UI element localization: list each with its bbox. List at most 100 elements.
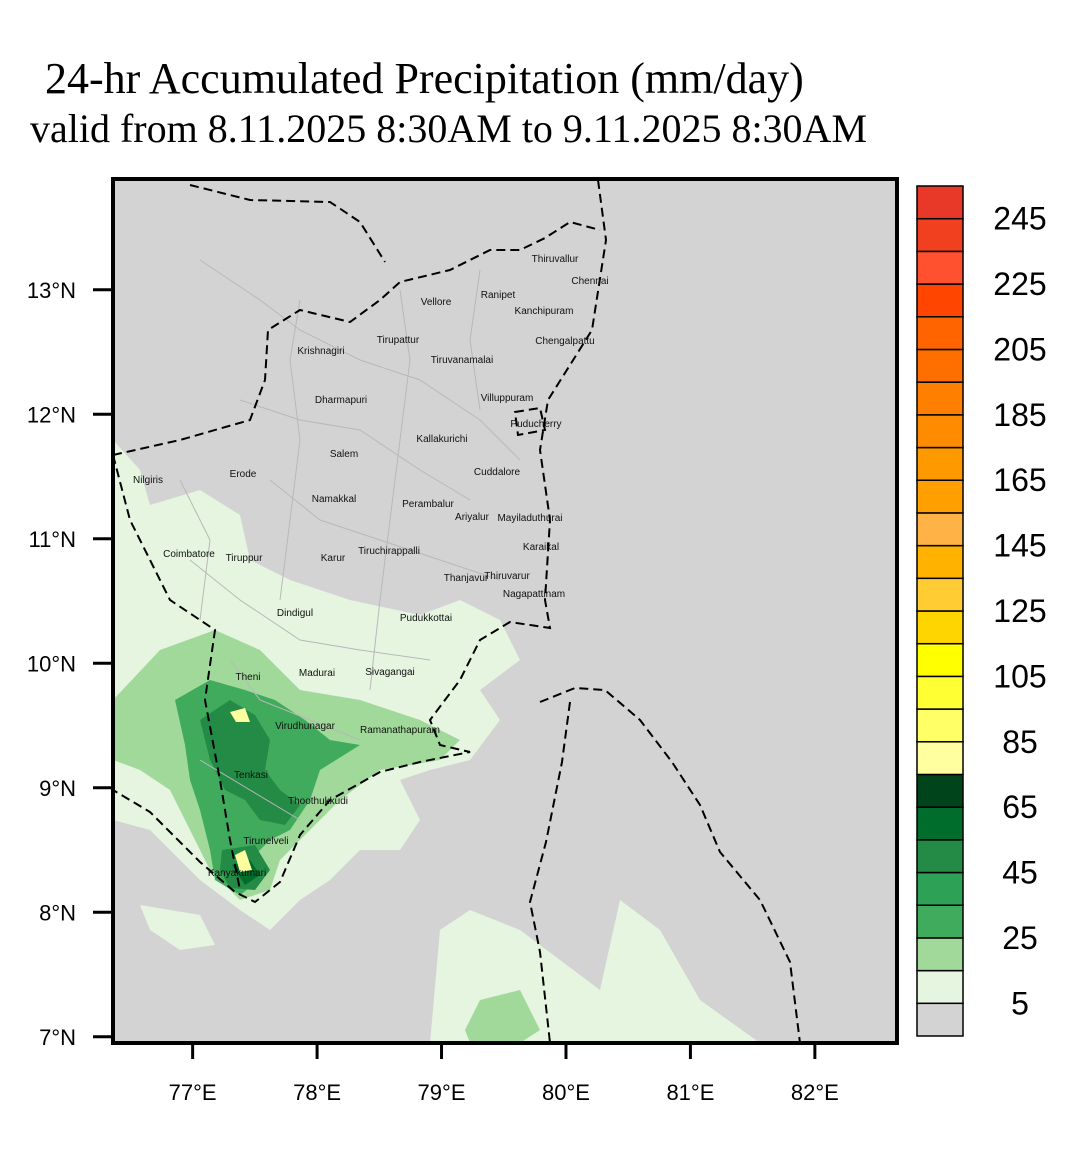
- colorbar-label: 165: [993, 462, 1046, 498]
- place-label: Mayiladuthurai: [497, 513, 562, 524]
- colorbar-box: [916, 839, 964, 874]
- district-lines: [179, 259, 521, 821]
- place-label: Tiruppur: [226, 553, 264, 564]
- colorbar-box: [916, 316, 964, 351]
- colorbar-box: [916, 577, 964, 612]
- place-label: Coimbatore: [163, 549, 215, 560]
- colorbar-box: [916, 348, 964, 383]
- place-label: Tirunelveli: [243, 836, 288, 847]
- place-label: Dindigul: [277, 608, 313, 619]
- colorbar-label: 185: [993, 397, 1046, 433]
- axes: 77°E 78°E 79°E 80°E 81°E 82°E 7°N 8°N 9°N 10°N 11°…: [27, 278, 839, 1105]
- boundaries: [113, 179, 801, 1043]
- place-label: Chennai: [571, 276, 608, 287]
- colorbar-label: 205: [993, 331, 1046, 367]
- colorbar-label: 105: [993, 658, 1046, 694]
- colorbar-box: [916, 610, 964, 645]
- colorbar-label: 25: [1002, 920, 1038, 956]
- y-tick-label: 10°N: [27, 651, 76, 676]
- place-label: Tiruchirappalli: [358, 546, 420, 557]
- colorbar-box: [916, 773, 964, 808]
- colorbar-box: [916, 675, 964, 710]
- colorbar-box: [916, 250, 964, 285]
- colorbar-label: 125: [993, 593, 1046, 629]
- place-labels: Thiruvallur Chennai Vellore Ranipet Kanchipu…: [133, 254, 609, 879]
- colorbar-box: [916, 544, 964, 580]
- place-label: Nagapattinam: [503, 589, 565, 600]
- place-label: Ariyalur: [455, 512, 490, 523]
- colorbar-box: [916, 381, 964, 416]
- place-label: Tiruvanamalai: [431, 355, 493, 366]
- colorbar-box: [916, 217, 964, 253]
- y-tick-label: 8°N: [39, 900, 76, 925]
- y-tick-label: 11°N: [28, 527, 76, 552]
- title: 24-hr Accumulated Precipitation (mm/day): [45, 54, 804, 103]
- y-tick-label: 7°N: [39, 1025, 76, 1050]
- place-label: Karur: [321, 553, 346, 564]
- colorbar-box: [916, 1002, 964, 1037]
- place-label: Chengalpattu: [535, 336, 595, 347]
- place-label: Nilgiris: [133, 475, 163, 486]
- colorbar-box: [916, 937, 964, 972]
- place-label: Perambalur: [402, 499, 454, 510]
- map: Thiruvallur Chennai Vellore Ranipet Kanchipu…: [113, 179, 897, 1043]
- x-tick-label: 79°E: [418, 1080, 466, 1105]
- colorbar-label: 85: [1002, 724, 1038, 760]
- colorbar-box: [916, 414, 964, 449]
- colorbar-box: [916, 283, 964, 318]
- place-label: Kanchipuram: [515, 306, 574, 317]
- place-label: Virudhunagar: [275, 721, 336, 732]
- y-tick-label: 13°N: [27, 278, 76, 303]
- place-label: Puducherry: [510, 419, 561, 430]
- x-tick-label: 81°E: [666, 1080, 714, 1105]
- place-label: Kallakurichi: [416, 434, 467, 445]
- colorbar-label: 245: [993, 201, 1046, 237]
- colorbar-box: [916, 185, 964, 220]
- place-label: Tenkasi: [234, 770, 268, 781]
- colorbar-box: [916, 871, 964, 906]
- place-label: Thoothukkudi: [288, 796, 348, 807]
- colorbar: 5 25 45 65 85 105 125 145 165 185 205 225 245: [916, 185, 1047, 1037]
- map-frame: [111, 177, 899, 1045]
- colorbar-label: 65: [1002, 789, 1038, 825]
- place-label: Ranipet: [481, 290, 516, 301]
- x-tick-label: 80°E: [542, 1080, 590, 1105]
- place-label: Cuddalore: [474, 467, 521, 478]
- place-label: Theni: [235, 672, 260, 683]
- place-label: Thiruvallur: [532, 254, 579, 265]
- colorbar-box: [916, 741, 964, 776]
- colorbar-box: [916, 708, 964, 743]
- x-tick-label: 77°E: [169, 1080, 217, 1105]
- place-label: Sivagangai: [365, 667, 414, 678]
- subtitle: valid from 8.11.2025 8:30AM to 9.11.2025…: [30, 106, 867, 151]
- x-tick-label: 82°E: [791, 1080, 839, 1105]
- colorbar-box: [916, 512, 964, 547]
- place-label: Villuppuram: [481, 393, 534, 404]
- colorbar-box: [916, 806, 964, 841]
- colorbar-label: 5: [1011, 985, 1029, 1021]
- place-label: Thiruvarur: [484, 571, 530, 582]
- place-label: Pudukkottai: [400, 613, 452, 624]
- place-label: Ramanathapuram: [360, 725, 440, 736]
- colorbar-label: 45: [1002, 855, 1038, 891]
- place-label: Namakkal: [312, 494, 356, 505]
- y-tick-label: 12°N: [27, 402, 76, 427]
- colorbar-label: 145: [993, 528, 1046, 564]
- place-label: Karaikal: [523, 542, 559, 553]
- place-label: Erode: [230, 469, 257, 480]
- place-label: Tirupattur: [377, 335, 420, 346]
- place-label: Vellore: [421, 297, 452, 308]
- place-label: Thanjavur: [444, 573, 489, 584]
- place-label: Madurai: [299, 668, 335, 679]
- y-tick-label: 9°N: [39, 776, 76, 801]
- colorbar-label: 225: [993, 266, 1046, 302]
- place-label: Kanyakumari: [208, 868, 266, 879]
- place-label: Krishnagiri: [297, 346, 344, 357]
- place-label: Salem: [330, 449, 358, 460]
- colorbar-box: [916, 446, 964, 481]
- place-label: Dharmapuri: [315, 395, 367, 406]
- x-tick-label: 78°E: [293, 1080, 341, 1105]
- colorbar-box: [916, 969, 964, 1005]
- colorbar-box: [916, 904, 964, 939]
